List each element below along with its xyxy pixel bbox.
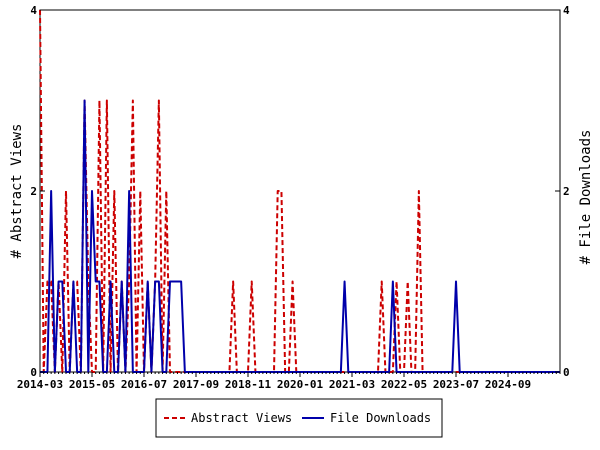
y-right-tick-label: 4 <box>563 4 570 17</box>
x-tick-label: 2020-01 <box>277 378 324 391</box>
y-right-tick-label: 2 <box>563 185 570 198</box>
y-left-tick-label: 4 <box>30 4 37 17</box>
legend-label-file-downloads: File Downloads <box>330 411 431 425</box>
y-left-tick-label: 2 <box>30 185 37 198</box>
x-tick-label: 2021-03 <box>329 378 375 391</box>
x-tick-label: 2014-03 <box>17 378 63 391</box>
y-axis-right-title: # File Downloads <box>578 130 594 265</box>
y-axis-left: 0 2 4 <box>30 4 45 379</box>
legend-box <box>155 398 443 438</box>
x-tick-label: 2024-09 <box>485 378 531 391</box>
plot-area <box>39 9 561 373</box>
y-left-tick-label: 0 <box>30 366 37 379</box>
x-tick-label: 2023-07 <box>433 378 479 391</box>
x-tick-label: 2016-07 <box>121 378 167 391</box>
x-tick-label: 2022-05 <box>381 378 427 391</box>
x-tick-label: 2017-09 <box>173 378 219 391</box>
y-axis-right: 0 2 4 <box>555 4 570 379</box>
x-axis: 2014-03 2015-05 2016-07 2017-09 2018-11 2020-… <box>17 372 561 391</box>
legend-label-abstract-views: Abstract Views <box>191 411 292 425</box>
x-tick-label: 2015-05 <box>69 378 115 391</box>
x-tick-label: 2018-11 <box>225 378 272 391</box>
y-axis-left-title: # Abstract Views <box>9 124 25 259</box>
legend: Abstract Views File Downloads <box>155 398 443 438</box>
y-right-tick-label: 0 <box>563 366 570 379</box>
